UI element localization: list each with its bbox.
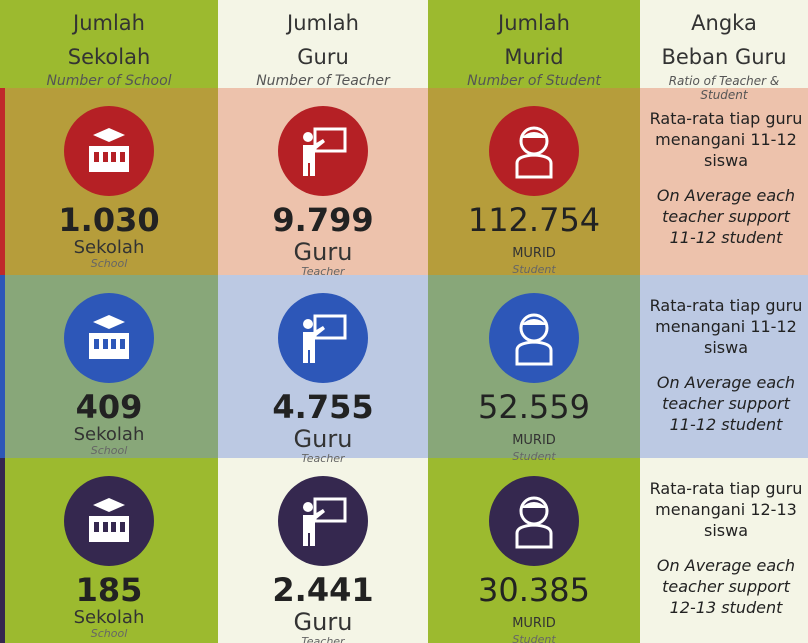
icon: [489, 293, 579, 383]
row-marker: [0, 275, 5, 458]
count-sublabel: School: [90, 257, 128, 270]
row-marker: [0, 88, 5, 275]
count-sublabel: Teacher: [301, 265, 345, 278]
count-sublabel: Student: [512, 633, 556, 643]
count: 112.754: [467, 201, 601, 239]
count-sublabel: Teacher: [301, 635, 345, 643]
stat-cell: 2.441 Guru Teacher: [218, 476, 428, 643]
icon: [278, 476, 368, 566]
header-title: Murid: [504, 45, 564, 69]
header-subtitle: Number of Teacher: [256, 73, 390, 89]
header-subtitle: Ratio of Teacher & Student: [668, 74, 780, 102]
count-sublabel: Student: [512, 263, 556, 276]
count-label: Sekolah: [73, 607, 145, 628]
column-header: Jumlah Sekolah Number of School: [0, 6, 218, 88]
icon: [489, 476, 579, 566]
ratio-cell: Rata-rata tiap guru menangani 11-12 sisw…: [648, 295, 804, 435]
count-sublabel: Teacher: [301, 452, 345, 465]
ratio-cell: Rata-rata tiap guru menangani 11-12 sisw…: [648, 108, 804, 248]
stat-cell: 30.385 MURID Student: [428, 476, 640, 643]
header-subtitle: Number of Student: [467, 73, 601, 89]
icon: [64, 476, 154, 566]
stat-cell: 4.755 Guru Teacher: [218, 293, 428, 465]
column-header: Angka Beban Guru Ratio of Teacher & Studen…: [640, 6, 808, 102]
header-title: Jumlah: [73, 11, 145, 35]
count-label: Sekolah: [73, 424, 145, 445]
count-label: Sekolah: [73, 237, 145, 258]
stat-cell: 409 Sekolah School: [0, 293, 218, 457]
count-label: Guru: [293, 425, 353, 453]
count-label: Guru: [293, 608, 353, 636]
header-title: Angka: [691, 11, 757, 35]
header-subtitle: Number of School: [46, 73, 172, 89]
stat-cell: 52.559 MURID Student: [428, 293, 640, 463]
count-sublabel: School: [90, 444, 128, 457]
count-sublabel: School: [90, 627, 128, 640]
count-label: MURID: [512, 433, 556, 448]
header-title: Guru: [297, 45, 349, 69]
header-title: Jumlah: [498, 11, 570, 35]
icon: [278, 106, 368, 196]
count: 185: [75, 571, 143, 609]
header-title: Jumlah: [287, 11, 359, 35]
header-title: Sekolah: [67, 45, 151, 69]
ratio-id: Rata-rata tiap guru menangani 12-13 sisw…: [649, 479, 803, 540]
count: 52.559: [478, 388, 590, 426]
row-marker: [0, 458, 5, 643]
stat-cell: 1.030 Sekolah School: [0, 106, 218, 270]
icon: [278, 293, 368, 383]
header-title: Beban Guru: [661, 45, 787, 69]
count: 1.030: [58, 201, 160, 239]
count: 4.755: [272, 388, 374, 426]
stat-cell: 185 Sekolah School: [0, 476, 218, 640]
ratio-cell: Rata-rata tiap guru menangani 12-13 sisw…: [648, 478, 804, 618]
ratio-en: On Average each teacher support 12-13 st…: [656, 556, 796, 617]
icon: [64, 106, 154, 196]
count: 9.799: [272, 201, 374, 239]
ratio-id: Rata-rata tiap guru menangani 11-12 sisw…: [649, 296, 803, 357]
count-sublabel: Student: [512, 450, 556, 463]
count-label: MURID: [512, 246, 556, 261]
ratio-id: Rata-rata tiap guru menangani 11-12 sisw…: [649, 109, 803, 170]
icon: [489, 106, 579, 196]
icon: [64, 293, 154, 383]
count: 30.385: [478, 571, 590, 609]
count-label: Guru: [293, 238, 353, 266]
count-label: MURID: [512, 616, 556, 631]
stat-cell: 9.799 Guru Teacher: [218, 106, 428, 278]
stat-cell: 112.754 MURID Student: [428, 106, 640, 276]
count: 2.441: [272, 571, 374, 609]
column-header: Jumlah Murid Number of Student: [428, 6, 640, 88]
column-header: Jumlah Guru Number of Teacher: [218, 6, 428, 88]
ratio-en: On Average each teacher support 11-12 st…: [656, 186, 796, 247]
ratio-en: On Average each teacher support 11-12 st…: [656, 373, 796, 434]
count: 409: [75, 388, 143, 426]
